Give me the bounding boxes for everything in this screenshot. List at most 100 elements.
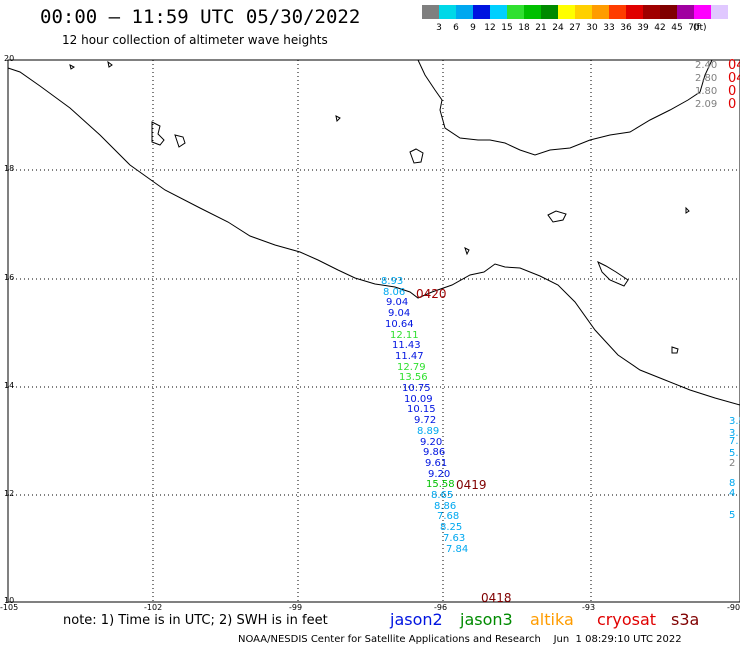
legend-tick-label: 27 bbox=[569, 23, 581, 33]
lon-tick-label: -93 bbox=[582, 603, 596, 612]
lat-tick-label: 20 bbox=[4, 54, 15, 63]
wave-height-label: 7.68 bbox=[437, 511, 460, 523]
legend-swatch bbox=[473, 5, 490, 19]
wave-height-label: 11.43 bbox=[392, 340, 421, 352]
wave-height-label: 11.47 bbox=[395, 350, 424, 362]
wave-height-label: 3.5 bbox=[729, 416, 740, 427]
legend-tick-label: 45 bbox=[671, 23, 683, 33]
pass-time-label: 0418 bbox=[481, 591, 512, 605]
wave-height-label: 1.80 bbox=[695, 86, 718, 97]
legend-swatch bbox=[711, 5, 728, 19]
wave-height-label: 3. bbox=[729, 428, 739, 439]
legend-swatch bbox=[558, 5, 575, 19]
wave-height-label: 10.09 bbox=[404, 393, 433, 405]
legend-swatch bbox=[507, 5, 524, 19]
legend-tick-label: 70 bbox=[688, 23, 700, 33]
wave-height-label: 5 bbox=[729, 510, 736, 521]
wave-height-label: 9.20 bbox=[428, 468, 451, 480]
legend-swatch bbox=[592, 5, 609, 19]
lat-tick-label: 14 bbox=[4, 381, 15, 390]
legend-tick-label: 12 bbox=[484, 23, 496, 33]
wave-height-label: 8.65 bbox=[431, 490, 454, 501]
footer-note: note: 1) Time is in UTC; 2) SWH is in fe… bbox=[63, 613, 328, 628]
page-title: 00:00 – 11:59 UTC 05/30/2022 bbox=[40, 6, 361, 28]
satellite-name-altika: altika bbox=[530, 610, 574, 629]
legend-tick-label: 42 bbox=[654, 23, 666, 33]
satellite-name-jason3: jason3 bbox=[460, 610, 513, 629]
pass-time-label: 04 bbox=[728, 58, 740, 73]
legend-swatch bbox=[609, 5, 626, 19]
wave-height-label: 7.84 bbox=[446, 543, 469, 555]
legend-tick-label: 30 bbox=[586, 23, 598, 33]
wave-height-label: 8.93 bbox=[381, 276, 404, 287]
wave-height-label: 2.80 bbox=[695, 73, 718, 84]
lon-tick-label: -90 bbox=[727, 603, 740, 612]
pass-time-label: 04 bbox=[728, 71, 740, 86]
wave-height-label: 8.86 bbox=[434, 500, 457, 512]
legend-swatch bbox=[422, 5, 439, 19]
page-subtitle: 12 hour collection of altimeter wave hei… bbox=[62, 33, 328, 47]
wave-height-label: 12.79 bbox=[397, 361, 426, 373]
wave-height-label: 9.72 bbox=[414, 415, 437, 427]
wave-height-label: 13.56 bbox=[399, 372, 428, 384]
legend-tick-label: 6 bbox=[453, 23, 459, 33]
islands bbox=[69, 60, 690, 354]
legend-tick-label: 15 bbox=[501, 23, 513, 33]
legend-tick-label: 21 bbox=[535, 23, 547, 33]
wave-height-label: 8 bbox=[729, 478, 736, 489]
wave-height-label: 2.09 bbox=[695, 99, 718, 110]
wave-height-label: 2.40 bbox=[695, 60, 718, 71]
credit-line: NOAA/NESDIS Center for Satellite Applica… bbox=[238, 634, 682, 645]
wave-height-label: 10.64 bbox=[385, 318, 414, 330]
wave-height-label: 9.86 bbox=[423, 447, 446, 459]
lat-tick-label: 18 bbox=[4, 164, 15, 173]
wave-height-label: 7.63 bbox=[443, 532, 466, 544]
satellite-name-jason2: jason2 bbox=[390, 610, 443, 629]
legend-swatch bbox=[524, 5, 541, 19]
legend-swatch bbox=[541, 5, 558, 19]
wave-height-label: 12.11 bbox=[390, 329, 419, 341]
legend-swatch bbox=[575, 5, 592, 19]
pass-time-label: 0 bbox=[728, 97, 737, 112]
wave-height-label: 9.04 bbox=[386, 297, 409, 309]
wave-height-label: 15.58 bbox=[426, 479, 455, 491]
lat-tick-label: 12 bbox=[4, 489, 15, 498]
legend-swatch bbox=[439, 5, 456, 19]
wave-height-label: 9.04 bbox=[388, 308, 411, 320]
legend-swatch bbox=[694, 5, 711, 19]
lon-tick-label: -105 bbox=[0, 603, 19, 612]
pass-time-label: 0420 bbox=[416, 287, 447, 301]
lat-tick-label: 10 bbox=[4, 596, 15, 605]
legend-tick-label: 24 bbox=[552, 23, 564, 33]
legend-unit: (ft) bbox=[693, 23, 707, 33]
legend-swatch bbox=[643, 5, 660, 19]
wave-height-label: 8.06 bbox=[383, 286, 406, 298]
lon-tick-label: -99 bbox=[289, 603, 303, 612]
wave-height-label: 9.20 bbox=[420, 436, 443, 448]
wave-height-label: 7. bbox=[729, 436, 739, 447]
wave-height-label: 4 bbox=[729, 488, 736, 499]
legend-tick-label: 9 bbox=[470, 23, 476, 33]
grid-lines bbox=[8, 60, 740, 602]
legend-swatch bbox=[490, 5, 507, 19]
legend-swatch bbox=[660, 5, 677, 19]
legend-tick-label: 33 bbox=[603, 23, 615, 33]
legend-swatch bbox=[626, 5, 643, 19]
legend-tick-label: 3 bbox=[436, 23, 442, 33]
wave-height-label: 8.89 bbox=[417, 425, 440, 437]
legend-tick-label: 36 bbox=[620, 23, 632, 33]
wave-height-label: 8.25 bbox=[440, 522, 463, 534]
pass-time-label: 0 bbox=[728, 84, 737, 99]
wave-height-label: 5. bbox=[729, 448, 739, 459]
wave-height-label: 10.15 bbox=[407, 404, 436, 416]
lon-tick-label: -96 bbox=[434, 603, 448, 612]
satellite-name-s3a: s3a bbox=[671, 610, 700, 629]
map-frame bbox=[7, 59, 740, 603]
legend-swatch bbox=[677, 5, 694, 19]
legend-swatch bbox=[456, 5, 473, 19]
satellite-name-cryosat: cryosat bbox=[597, 610, 657, 629]
lat-tick-label: 16 bbox=[4, 273, 15, 282]
legend-tick-label: 18 bbox=[518, 23, 530, 33]
wave-height-label: 10.75 bbox=[402, 383, 431, 394]
